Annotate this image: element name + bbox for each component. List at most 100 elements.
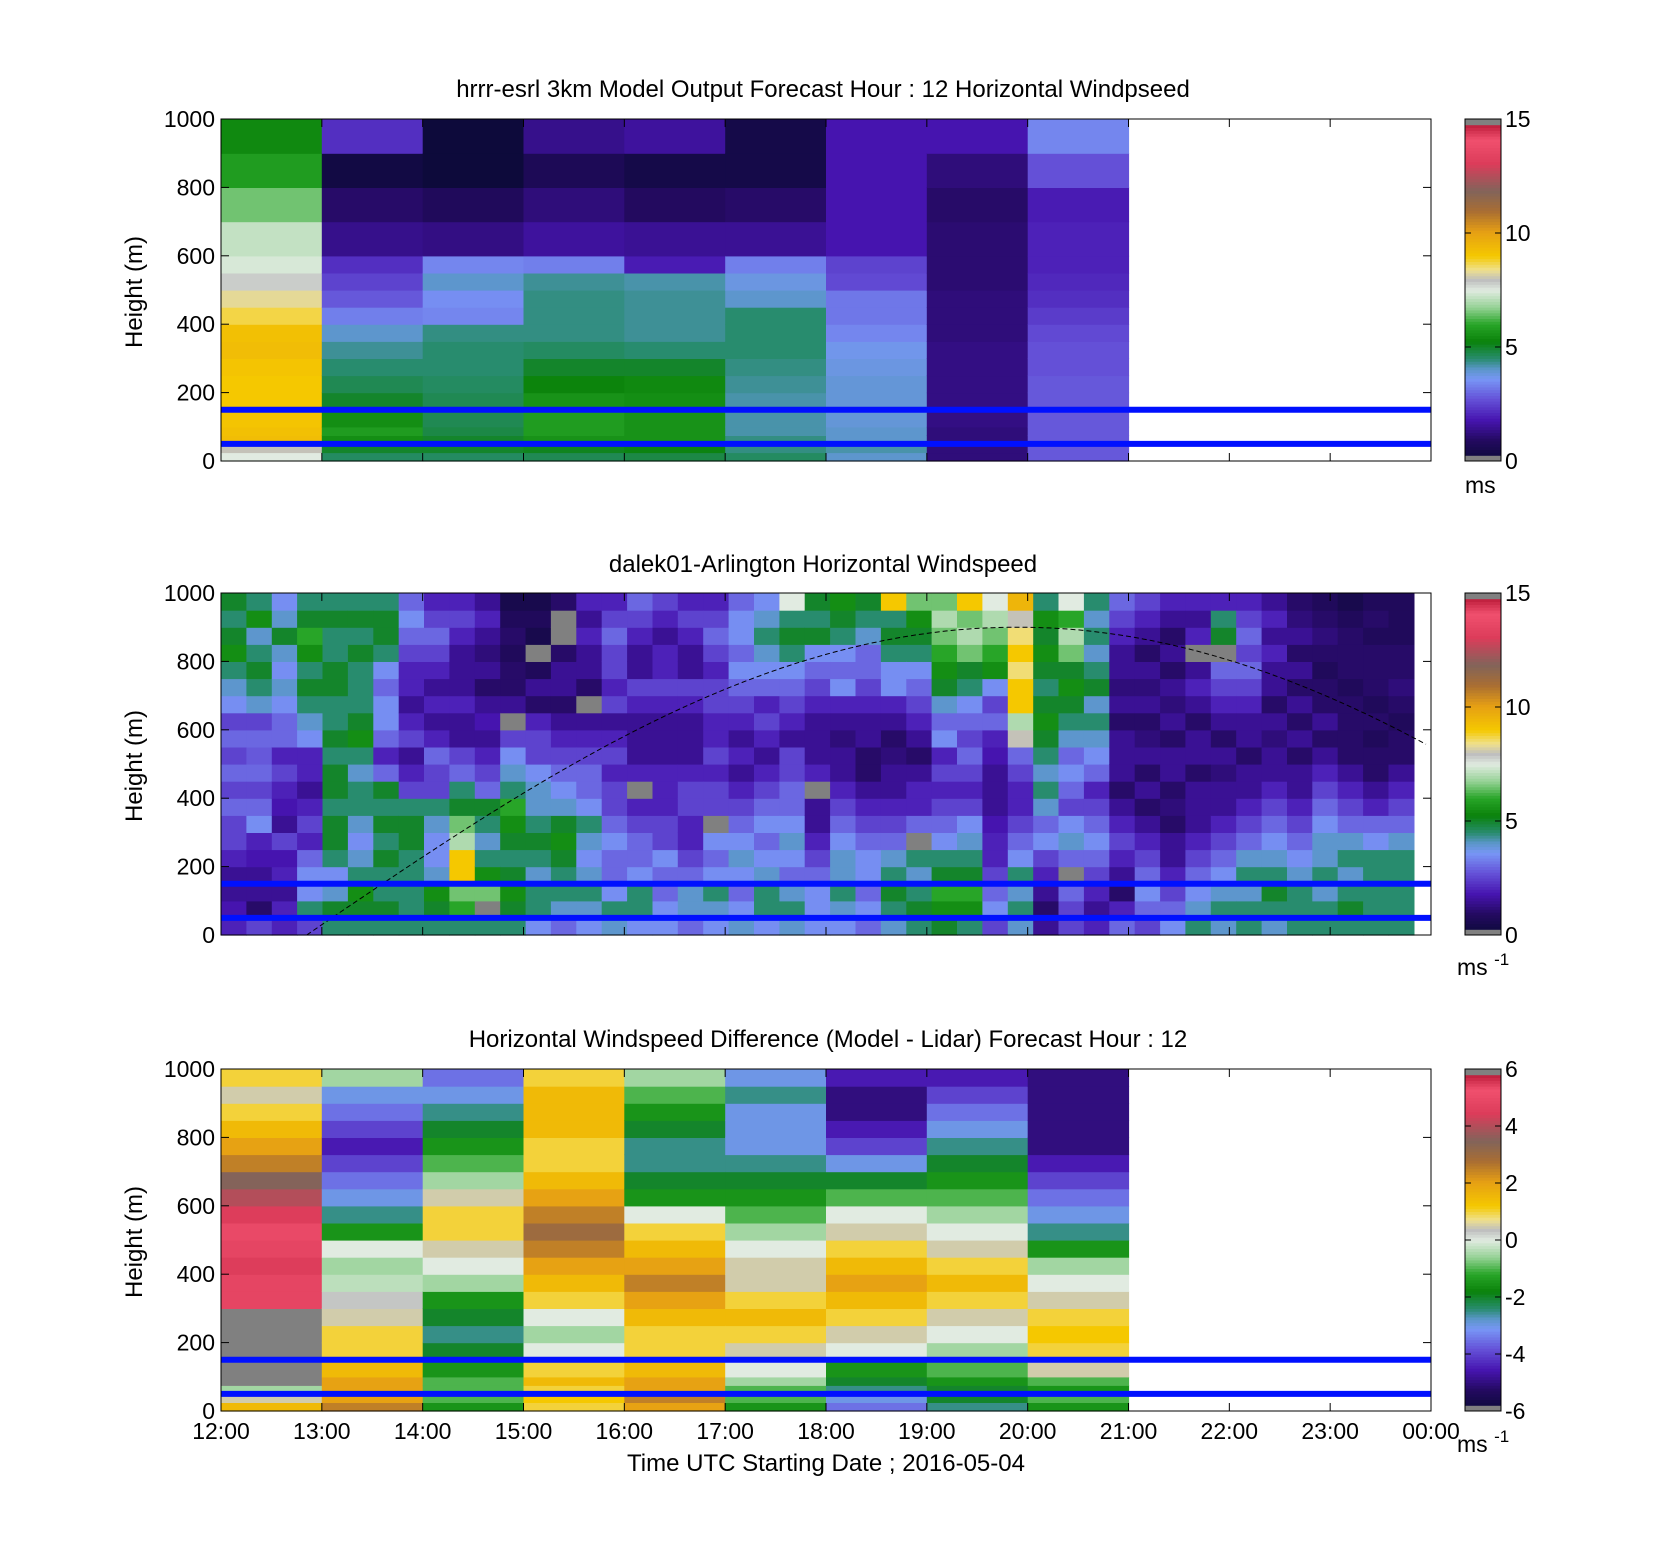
heatmap-cell bbox=[525, 798, 552, 816]
heatmap-cell bbox=[779, 832, 806, 851]
heatmap-cell bbox=[221, 764, 247, 782]
colorbar-step bbox=[1465, 849, 1501, 853]
heatmap-cell bbox=[271, 764, 298, 782]
heatmap-cell bbox=[449, 627, 476, 645]
colorbar-step bbox=[1465, 1222, 1501, 1227]
heatmap-cell bbox=[321, 1069, 424, 1087]
heatmap-cell bbox=[624, 1086, 726, 1104]
heatmap-cell bbox=[1236, 593, 1263, 611]
heatmap-cell bbox=[398, 764, 425, 782]
heatmap-cell bbox=[926, 221, 1029, 257]
heatmap-cell bbox=[1185, 627, 1212, 645]
heatmap-cell bbox=[576, 712, 603, 731]
colorbar-step bbox=[1465, 1077, 1501, 1081]
heatmap-cell bbox=[1287, 661, 1313, 680]
heatmap-cell bbox=[906, 900, 933, 919]
heatmap-cell bbox=[855, 866, 882, 885]
heatmap-cell bbox=[804, 832, 831, 851]
heatmap-cell bbox=[221, 815, 247, 833]
heatmap-cell bbox=[321, 1257, 424, 1275]
heatmap-cell bbox=[677, 678, 704, 697]
heatmap-cell bbox=[601, 815, 628, 833]
heatmap-cell bbox=[550, 832, 577, 851]
heatmap-cell bbox=[321, 324, 424, 342]
colorbar-step bbox=[1465, 764, 1501, 768]
colorbar-step bbox=[1465, 1111, 1501, 1116]
x-tick-label: 17:00 bbox=[696, 1418, 754, 1444]
heatmap-cell bbox=[826, 1137, 928, 1156]
heatmap-cell bbox=[982, 644, 1009, 662]
heatmap-cell bbox=[826, 1171, 928, 1190]
heatmap-cell bbox=[576, 764, 603, 782]
heatmap-cell bbox=[624, 1171, 726, 1190]
heatmap-cell bbox=[500, 900, 527, 919]
heatmap-cell bbox=[652, 832, 679, 851]
heatmap-cell bbox=[703, 866, 730, 885]
heatmap-cell bbox=[1287, 917, 1313, 936]
heatmap-cell bbox=[652, 917, 679, 936]
colorbar-step bbox=[1465, 738, 1501, 742]
heatmap-cell bbox=[1033, 798, 1060, 816]
heatmap-cell bbox=[1185, 610, 1212, 628]
heatmap-cell bbox=[1337, 644, 1364, 662]
colorbar-step bbox=[1465, 818, 1501, 822]
heatmap-cell bbox=[1363, 610, 1390, 628]
heatmap-cell bbox=[1261, 746, 1288, 765]
colorbar-step bbox=[1465, 218, 1501, 223]
heatmap-cell bbox=[725, 221, 827, 257]
heatmap-cell bbox=[347, 610, 374, 628]
heatmap-cell bbox=[926, 187, 1029, 223]
heatmap-cell bbox=[880, 729, 907, 748]
heatmap-cell bbox=[779, 781, 806, 799]
heatmap-cell bbox=[855, 849, 882, 868]
heatmap-cell bbox=[1109, 849, 1136, 868]
heatmap-cell bbox=[221, 358, 323, 377]
heatmap-cell bbox=[576, 593, 603, 611]
heatmap-cell bbox=[1236, 883, 1263, 902]
heatmap-cell bbox=[957, 627, 983, 645]
heatmap-cell bbox=[422, 1103, 525, 1121]
heatmap-cell bbox=[576, 798, 603, 816]
heatmap-cell bbox=[830, 678, 857, 697]
heatmap-cell bbox=[926, 1222, 1029, 1241]
reference-lines bbox=[221, 406, 1431, 447]
heatmap-cell bbox=[957, 849, 983, 868]
colorbar-step bbox=[1465, 1163, 1501, 1167]
heatmap-cell bbox=[1337, 661, 1364, 680]
heatmap-cell bbox=[221, 1069, 323, 1087]
heatmap-cell bbox=[880, 644, 907, 662]
heatmap-cell bbox=[1261, 781, 1288, 799]
colorbar-step bbox=[1465, 1376, 1501, 1381]
heatmap-cell bbox=[728, 695, 755, 714]
heatmap-cell bbox=[624, 426, 726, 436]
heatmap-cell bbox=[297, 917, 324, 936]
colorbar-step bbox=[1465, 347, 1501, 351]
y-tick-label: 1000 bbox=[164, 106, 215, 132]
colorbar-step bbox=[1465, 389, 1501, 394]
heatmap-cell bbox=[982, 815, 1009, 833]
heatmap-cell bbox=[926, 452, 1029, 462]
heatmap-cell bbox=[576, 900, 603, 919]
colorbar-step bbox=[1465, 290, 1501, 294]
heatmap-cell bbox=[1312, 866, 1339, 885]
heatmap-cell bbox=[926, 1376, 1029, 1386]
heatmap-cell bbox=[703, 815, 730, 833]
heatmap-cell bbox=[523, 452, 625, 462]
heatmap-cell bbox=[525, 644, 552, 662]
heatmap-cell bbox=[474, 849, 501, 868]
colorbar-step bbox=[1465, 1305, 1501, 1309]
heatmap-cell bbox=[1134, 610, 1161, 628]
colorbar-unit: ms -1 bbox=[1457, 1427, 1509, 1457]
heatmap-cell bbox=[804, 815, 831, 833]
heatmap-cell bbox=[624, 153, 726, 188]
heatmap-cell bbox=[1210, 627, 1237, 645]
colorbar-step bbox=[1465, 1254, 1501, 1258]
heatmap-cell bbox=[398, 781, 425, 799]
heatmap-cell bbox=[1236, 661, 1263, 680]
colorbar-step bbox=[1465, 438, 1501, 442]
heatmap-cell bbox=[880, 866, 907, 885]
heatmap-cell bbox=[1027, 221, 1130, 257]
heatmap-cell bbox=[1027, 1103, 1130, 1121]
heatmap-cell bbox=[271, 627, 298, 645]
